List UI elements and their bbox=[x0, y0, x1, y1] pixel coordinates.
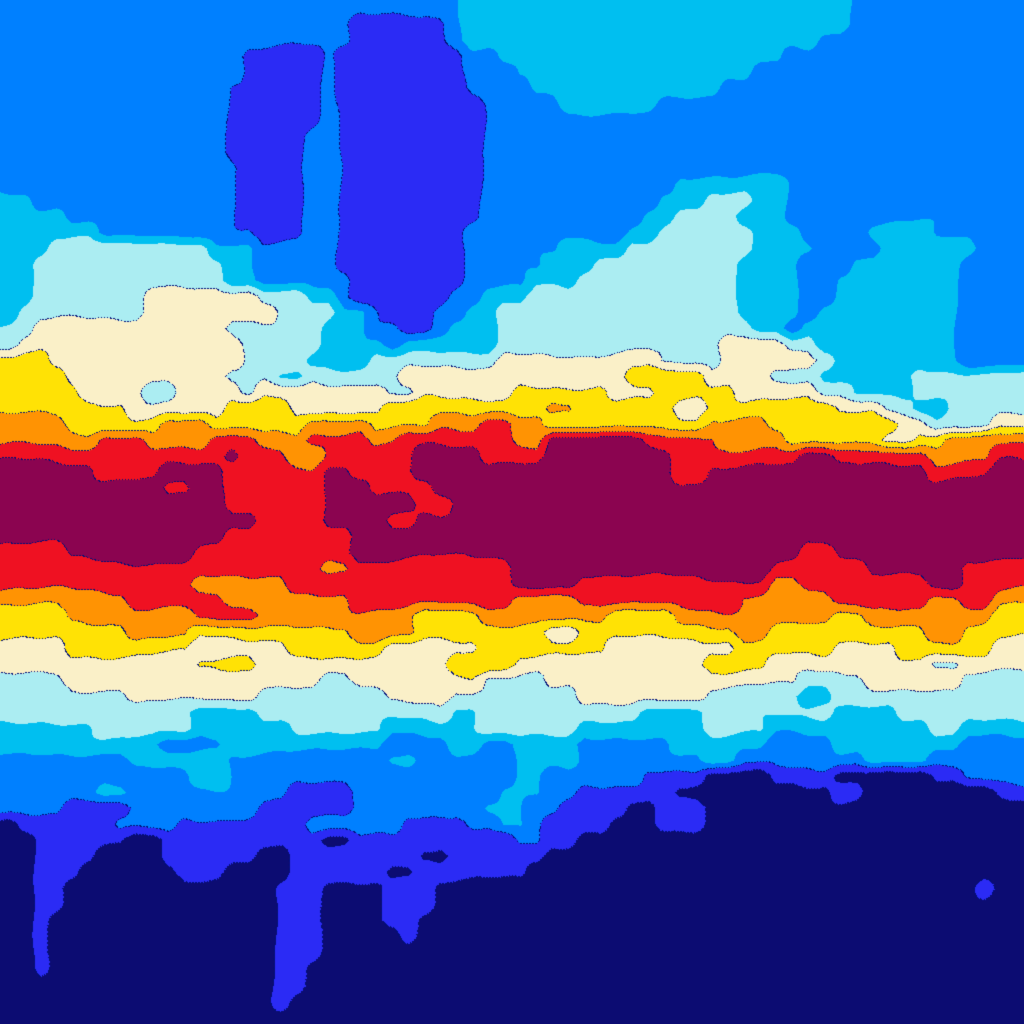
temperature-contour-map bbox=[0, 0, 1024, 1024]
contour-heatmap-canvas bbox=[0, 0, 1024, 1024]
